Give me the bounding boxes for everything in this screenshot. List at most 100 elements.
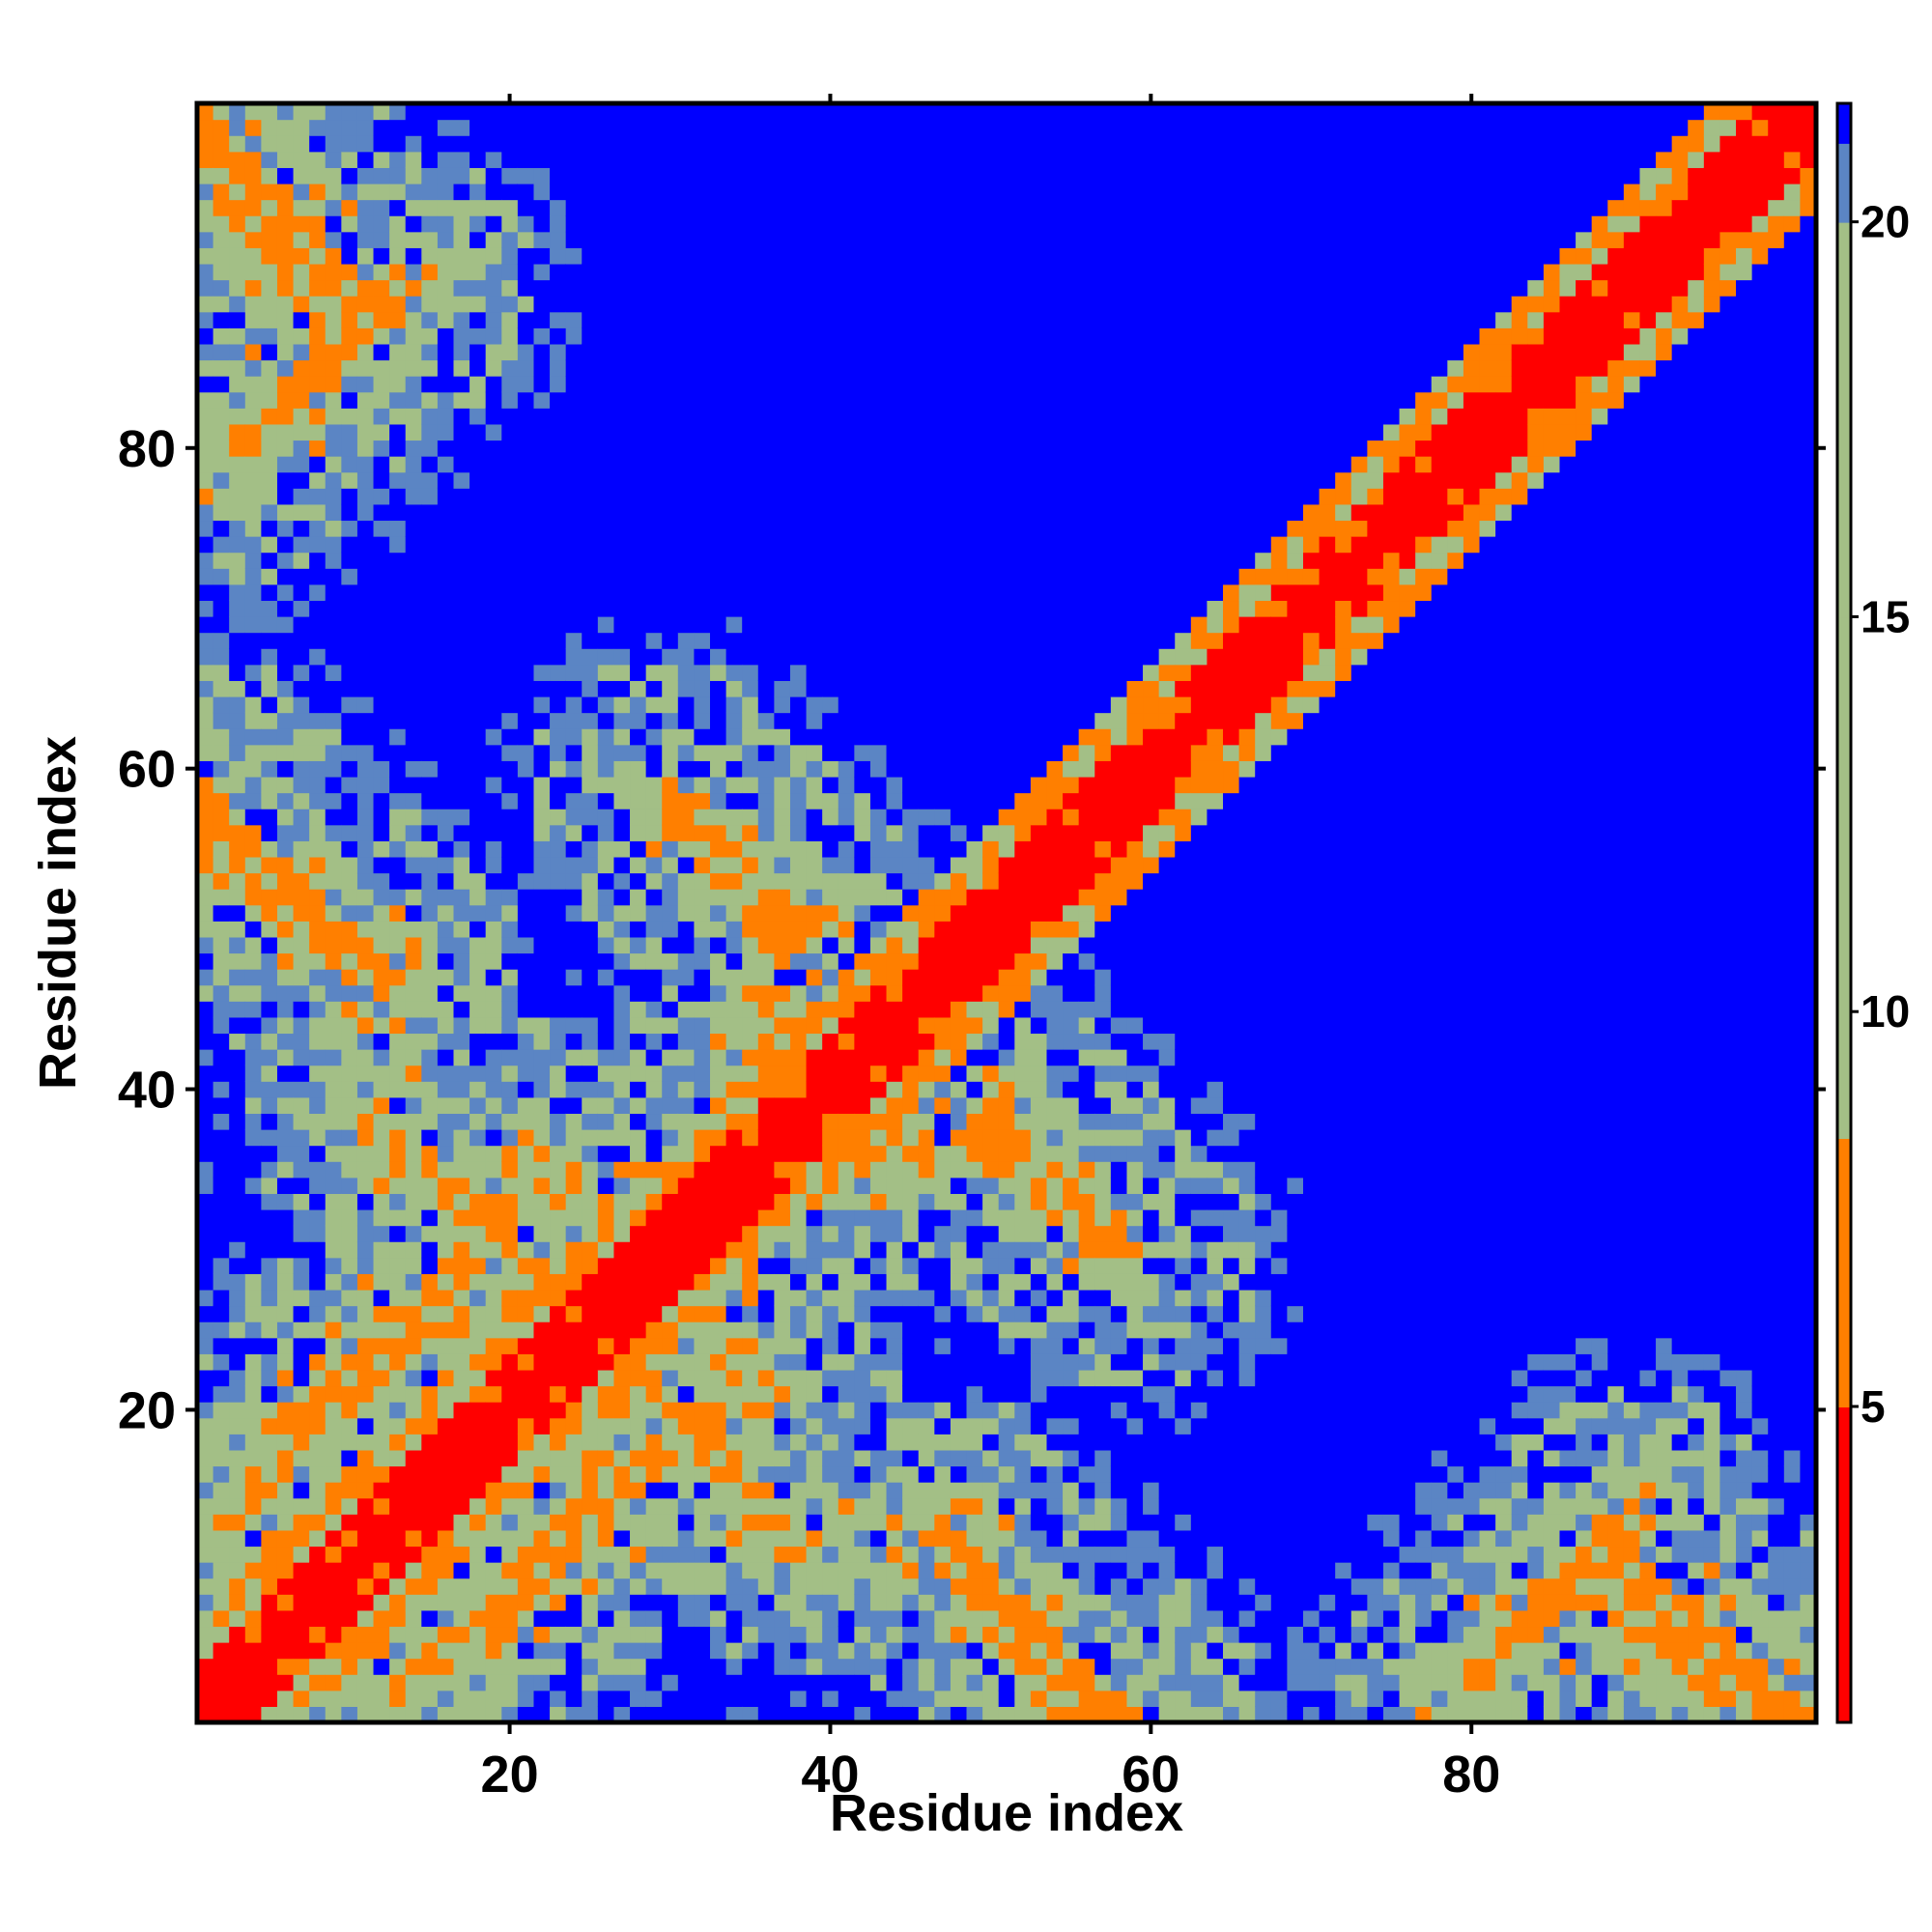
heatmap-cell <box>469 936 487 954</box>
heatmap-cell <box>229 1161 246 1179</box>
heatmap-cell <box>822 199 839 216</box>
heatmap-cell <box>902 103 920 121</box>
heatmap-cell <box>822 1497 839 1515</box>
heatmap-cell <box>469 391 487 409</box>
heatmap-cell <box>822 840 839 858</box>
heatmap-cell <box>757 520 775 537</box>
heatmap-cell <box>774 1642 791 1660</box>
heatmap-cell <box>309 391 327 409</box>
heatmap-cell <box>565 1529 582 1548</box>
heatmap-cell <box>950 1514 968 1531</box>
heatmap-cell <box>309 1113 327 1130</box>
heatmap-cell <box>950 1208 968 1227</box>
heatmap-cell <box>405 536 422 554</box>
heatmap-cell <box>533 1482 551 1499</box>
heatmap-cell <box>389 488 407 505</box>
heatmap-cell <box>613 1385 631 1403</box>
heatmap-cell <box>757 1257 775 1274</box>
heatmap-cell <box>293 1626 310 1643</box>
heatmap-cell <box>902 1016 920 1035</box>
heatmap-cell <box>725 696 743 714</box>
heatmap-cell <box>533 1161 551 1179</box>
heatmap-cell <box>261 103 278 121</box>
heatmap-cell <box>789 1049 808 1066</box>
heatmap-cell <box>950 1145 968 1162</box>
heatmap-cell <box>533 343 551 361</box>
heatmap-cell <box>501 1482 519 1499</box>
heatmap-cell <box>309 760 327 778</box>
heatmap-cell <box>197 1241 214 1259</box>
heatmap-cell <box>694 471 711 489</box>
heatmap-cell <box>822 1096 839 1115</box>
heatmap-cell <box>934 1369 952 1387</box>
heatmap-cell <box>966 1225 983 1242</box>
heatmap-cell <box>565 568 582 585</box>
heatmap-cell <box>469 1577 487 1595</box>
heatmap-cell <box>453 889 470 906</box>
heatmap-cell <box>533 1449 551 1467</box>
heatmap-cell <box>902 1609 920 1628</box>
heatmap-cell <box>341 327 358 345</box>
heatmap-cell <box>485 536 502 554</box>
heatmap-cell <box>373 744 390 761</box>
heatmap-cell <box>966 391 983 409</box>
heatmap-cell <box>550 1001 567 1018</box>
heatmap-cell <box>886 1016 903 1035</box>
heatmap-cell <box>725 1225 743 1242</box>
heatmap-cell <box>645 1449 663 1467</box>
heatmap-cell <box>389 1626 407 1643</box>
heatmap-cell <box>229 215 246 233</box>
heatmap-cell <box>966 921 983 938</box>
heatmap-cell <box>677 359 696 377</box>
heatmap-cell <box>389 1337 407 1354</box>
heatmap-cell <box>886 311 903 328</box>
heatmap-cell <box>356 119 375 136</box>
heatmap-cell <box>694 1690 711 1707</box>
heatmap-cell <box>356 167 375 185</box>
heatmap-cell <box>662 456 679 473</box>
heatmap-cell <box>725 1594 743 1611</box>
heatmap-cell <box>725 327 743 345</box>
heatmap-cell <box>869 1257 888 1274</box>
heatmap-cell <box>774 520 791 537</box>
heatmap-cell <box>325 167 342 185</box>
heatmap-cell <box>405 1626 422 1643</box>
heatmap-cell <box>950 199 968 216</box>
heatmap-cell <box>244 1482 262 1499</box>
heatmap-cell <box>742 247 759 265</box>
heatmap-cell <box>854 680 871 697</box>
heatmap-cell <box>469 1674 487 1691</box>
heatmap-cell <box>341 359 358 377</box>
heatmap-cell <box>453 279 470 297</box>
heatmap-cell <box>437 809 455 826</box>
heatmap-cell <box>550 1161 567 1179</box>
heatmap-cell <box>822 856 839 874</box>
heatmap-cell <box>276 215 295 233</box>
heatmap-cell <box>806 792 823 810</box>
heatmap-cell <box>838 792 855 810</box>
heatmap-cell <box>565 1434 582 1451</box>
heatmap-cell <box>677 1562 696 1579</box>
heatmap-cell <box>630 568 647 585</box>
heatmap-cell <box>373 1690 390 1707</box>
heatmap-cell <box>582 119 599 136</box>
heatmap-cell <box>774 1482 791 1499</box>
heatmap-cell <box>389 648 407 666</box>
heatmap-cell <box>517 1305 535 1322</box>
heatmap-cell <box>966 1642 983 1660</box>
heatmap-cell <box>886 1594 903 1611</box>
heatmap-cell <box>613 456 631 473</box>
heatmap-cell <box>710 969 727 986</box>
heatmap-cell <box>197 536 214 554</box>
heatmap-cell <box>421 712 439 729</box>
heatmap-cell <box>356 1273 375 1291</box>
heatmap-cell <box>437 408 455 425</box>
heatmap-cell <box>774 1001 791 1018</box>
heatmap-cell <box>389 359 407 377</box>
heatmap-cell <box>325 680 342 697</box>
heatmap-cell <box>517 696 535 714</box>
heatmap-cell <box>565 1465 582 1483</box>
heatmap-cell <box>325 1546 342 1563</box>
heatmap-cell <box>341 1177 358 1194</box>
heatmap-cell <box>229 856 246 874</box>
